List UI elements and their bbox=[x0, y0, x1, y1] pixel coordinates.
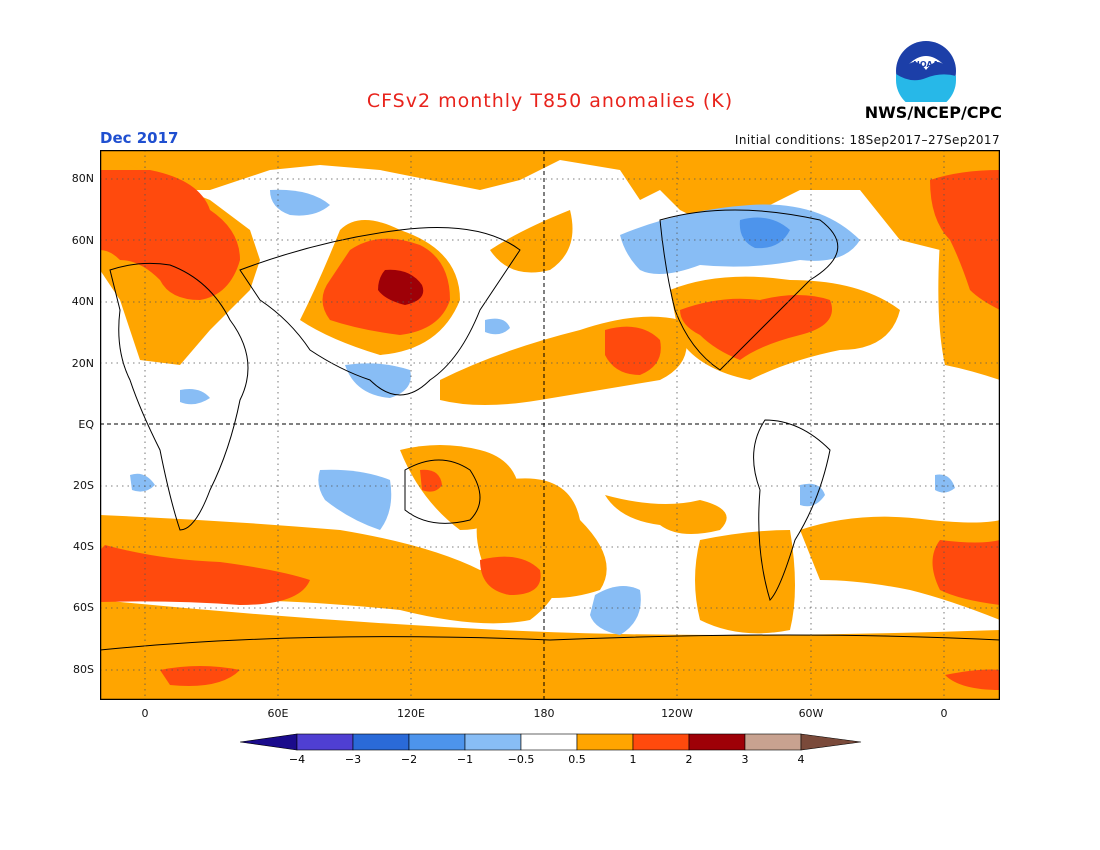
colorbar-bin-8 bbox=[688, 733, 746, 751]
lon-label-120w: 120W bbox=[661, 707, 693, 720]
noaa-logo-icon: NOAA bbox=[896, 41, 956, 102]
lon-label-60w: 60W bbox=[798, 707, 824, 720]
lat-label-40n: 40N bbox=[71, 295, 94, 308]
lat-label-60s: 60S bbox=[73, 601, 94, 614]
lat-lon-gridlines bbox=[100, 150, 1000, 700]
colorbar-bin-6 bbox=[576, 733, 634, 751]
anomaly-map bbox=[100, 150, 1000, 700]
colorbar-arrow-high bbox=[800, 733, 862, 751]
organization-label: NWS/NCEP/CPC bbox=[864, 103, 1002, 122]
anomaly-darkred-area bbox=[378, 269, 424, 305]
colorbar-bin-1 bbox=[296, 733, 354, 751]
lon-label-0-east: 0 bbox=[940, 707, 948, 720]
continent-outlines bbox=[100, 209, 1000, 651]
lat-label-80s: 80S bbox=[73, 663, 94, 676]
lat-label-20n: 20N bbox=[71, 357, 94, 370]
anomaly-blue-area bbox=[739, 217, 790, 249]
colorbar-label-minus4: −4 bbox=[288, 753, 306, 766]
colorbar-bin-4 bbox=[464, 733, 522, 751]
colorbar-label-0-5: 0.5 bbox=[568, 753, 586, 766]
colorbar-bin-5 bbox=[520, 733, 578, 751]
colorbar-label-minus2: −2 bbox=[400, 753, 418, 766]
lat-label-40s: 40S bbox=[73, 540, 94, 553]
chart-title: CFSv2 monthly T850 anomalies (K) bbox=[366, 90, 734, 112]
initial-conditions-label: Initial conditions: 18Sep2017–27Sep2017 bbox=[734, 133, 1000, 147]
lon-label-120e: 120E bbox=[397, 707, 425, 720]
colorbar-label-4: 4 bbox=[797, 753, 805, 766]
colorbar-label-minus1: −1 bbox=[456, 753, 474, 766]
forecast-month-label: Dec 2017 bbox=[100, 129, 179, 147]
colorbar bbox=[240, 733, 862, 751]
colorbar-bin-7 bbox=[632, 733, 690, 751]
map-frame bbox=[100, 150, 1000, 700]
lon-label-60e: 60E bbox=[267, 707, 289, 720]
lat-label-20s: 20S bbox=[73, 479, 94, 492]
colorbar-bin-3 bbox=[408, 733, 466, 751]
colorbar-label-1: 1 bbox=[629, 753, 637, 766]
colorbar-label-minus0-5: −0.5 bbox=[507, 753, 535, 766]
colorbar-bin-2 bbox=[352, 733, 410, 751]
colorbar-arrow-low bbox=[240, 733, 298, 751]
equator-dateline bbox=[100, 150, 1000, 700]
anomaly-lightblue-areas bbox=[130, 189, 955, 635]
noaa-logo-text: NOAA bbox=[913, 60, 939, 69]
colorbar-bin-9 bbox=[744, 733, 802, 751]
lon-label-180: 180 bbox=[533, 707, 555, 720]
anomaly-red-areas bbox=[100, 170, 1000, 690]
lat-label-80n: 80N bbox=[71, 172, 94, 185]
colorbar-label-minus3: −3 bbox=[344, 753, 362, 766]
lat-label-60n: 60N bbox=[71, 234, 94, 247]
lon-label-0: 0 bbox=[141, 707, 149, 720]
colorbar-label-2: 2 bbox=[685, 753, 693, 766]
lat-label-eq: EQ bbox=[78, 418, 94, 431]
colorbar-label-3: 3 bbox=[741, 753, 749, 766]
